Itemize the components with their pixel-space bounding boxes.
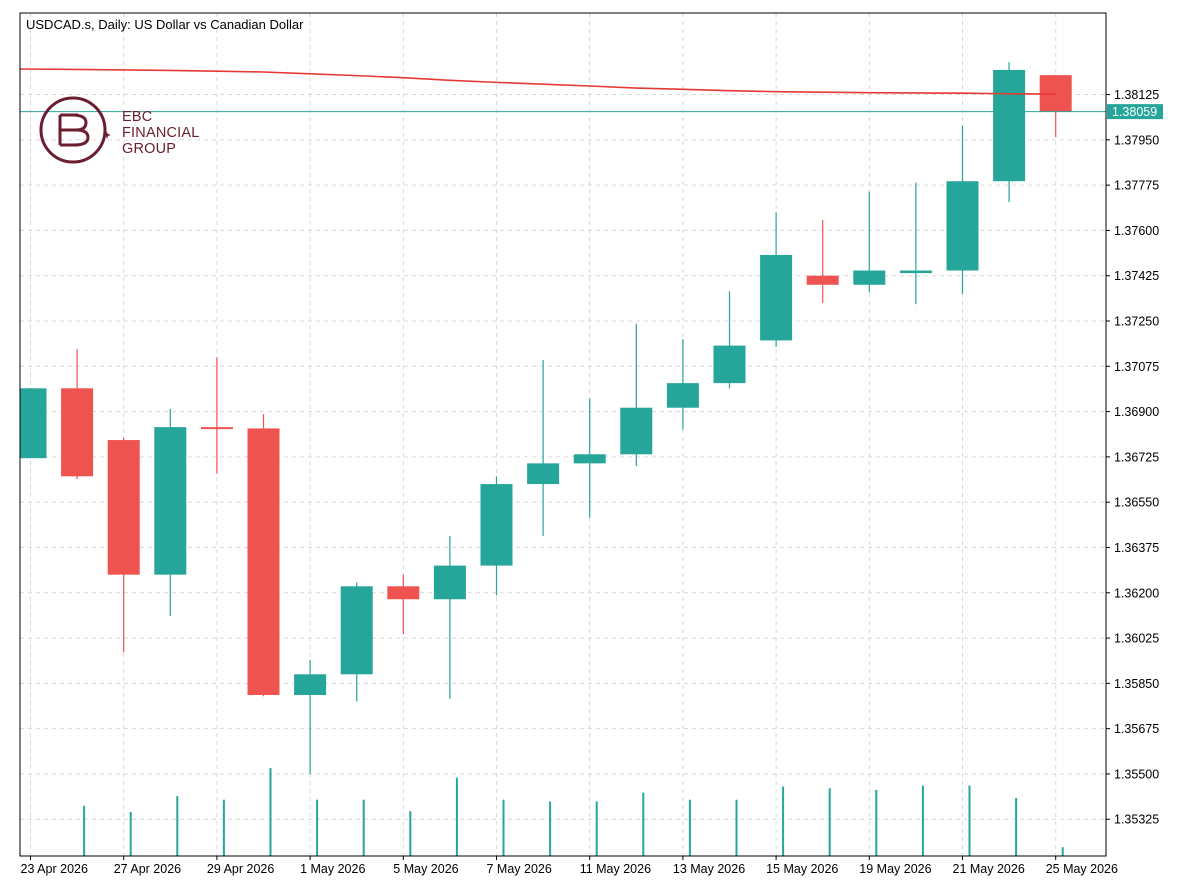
ebc-logo: EBC FINANCIAL GROUP xyxy=(38,95,218,167)
y-tick-label: 1.36550 xyxy=(1114,496,1159,510)
y-tick-label: 1.37600 xyxy=(1114,224,1159,238)
y-tick-label: 1.36200 xyxy=(1114,586,1159,600)
x-tick-label: 5 May 2026 xyxy=(393,862,458,876)
candle-body xyxy=(899,270,932,274)
y-tick-label: 1.36375 xyxy=(1114,541,1159,555)
chart-symbol: USDCAD.s, Daily: xyxy=(26,17,131,32)
candle-body xyxy=(527,463,560,485)
y-tick-label: 1.35850 xyxy=(1114,677,1159,691)
candle-body xyxy=(20,388,47,459)
x-tick-label: 7 May 2026 xyxy=(487,862,552,876)
y-tick-label: 1.36025 xyxy=(1114,632,1159,646)
y-tick-label: 1.35325 xyxy=(1114,813,1159,827)
x-tick-label: 1 May 2026 xyxy=(300,862,365,876)
y-tick-label: 1.36900 xyxy=(1114,405,1159,419)
logo-text-line2: FINANCIAL xyxy=(122,125,200,141)
candle-body xyxy=(993,69,1026,182)
x-tick-label: 29 Apr 2026 xyxy=(207,862,274,876)
candle-body xyxy=(200,427,233,430)
plot-area xyxy=(20,62,1072,856)
x-tick-label: 23 Apr 2026 xyxy=(21,862,88,876)
y-tick-label: 1.36725 xyxy=(1114,450,1159,464)
candle-body xyxy=(294,674,327,696)
y-tick-label: 1.37425 xyxy=(1114,269,1159,283)
x-tick-label: 27 Apr 2026 xyxy=(114,862,181,876)
x-tick-label: 11 May 2026 xyxy=(580,862,651,876)
y-tick-label: 1.35500 xyxy=(1114,767,1159,781)
current-price-label: 1.38059 xyxy=(1112,105,1157,119)
x-tick-label: 15 May 2026 xyxy=(766,862,838,876)
candle-body xyxy=(480,484,513,566)
candle-body xyxy=(760,255,793,341)
candle-body xyxy=(666,383,699,408)
moving-average-line xyxy=(20,68,1056,95)
x-tick-label: 25 May 2026 xyxy=(1046,862,1118,876)
candle-body xyxy=(387,586,420,600)
candle-body xyxy=(340,586,373,675)
candle-body xyxy=(620,407,653,455)
candle-body xyxy=(853,270,886,285)
candle-body xyxy=(247,428,280,696)
ebc-logo-emblem-icon xyxy=(39,96,110,164)
candle-body xyxy=(713,345,746,384)
y-tick-label: 1.38125 xyxy=(1114,88,1159,102)
candle-body xyxy=(107,440,140,575)
candle-body xyxy=(154,427,187,575)
y-tick-label: 1.37950 xyxy=(1114,133,1159,147)
chart-title: USDCAD.s, Daily: US Dollar vs Canadian D… xyxy=(26,17,303,32)
y-tick-label: 1.37075 xyxy=(1114,360,1159,374)
logo-text-line1: EBC xyxy=(122,109,153,125)
chart-description: US Dollar vs Canadian Dollar xyxy=(134,17,304,32)
logo-text-line3: GROUP xyxy=(122,141,177,157)
candle-body xyxy=(946,181,979,271)
x-tick-label: 13 May 2026 xyxy=(673,862,745,876)
y-tick-label: 1.35675 xyxy=(1114,722,1159,736)
candle-body xyxy=(806,275,839,285)
y-tick-label: 1.37250 xyxy=(1114,315,1159,329)
candle-body xyxy=(433,565,466,600)
y-tick-label: 1.37775 xyxy=(1114,179,1159,193)
candle-body xyxy=(573,454,606,464)
x-tick-label: 19 May 2026 xyxy=(859,862,931,876)
x-tick-label: 21 May 2026 xyxy=(953,862,1025,876)
candle-body xyxy=(61,388,94,477)
plot-frame xyxy=(19,12,1107,857)
current-price-tag xyxy=(1107,104,1163,120)
